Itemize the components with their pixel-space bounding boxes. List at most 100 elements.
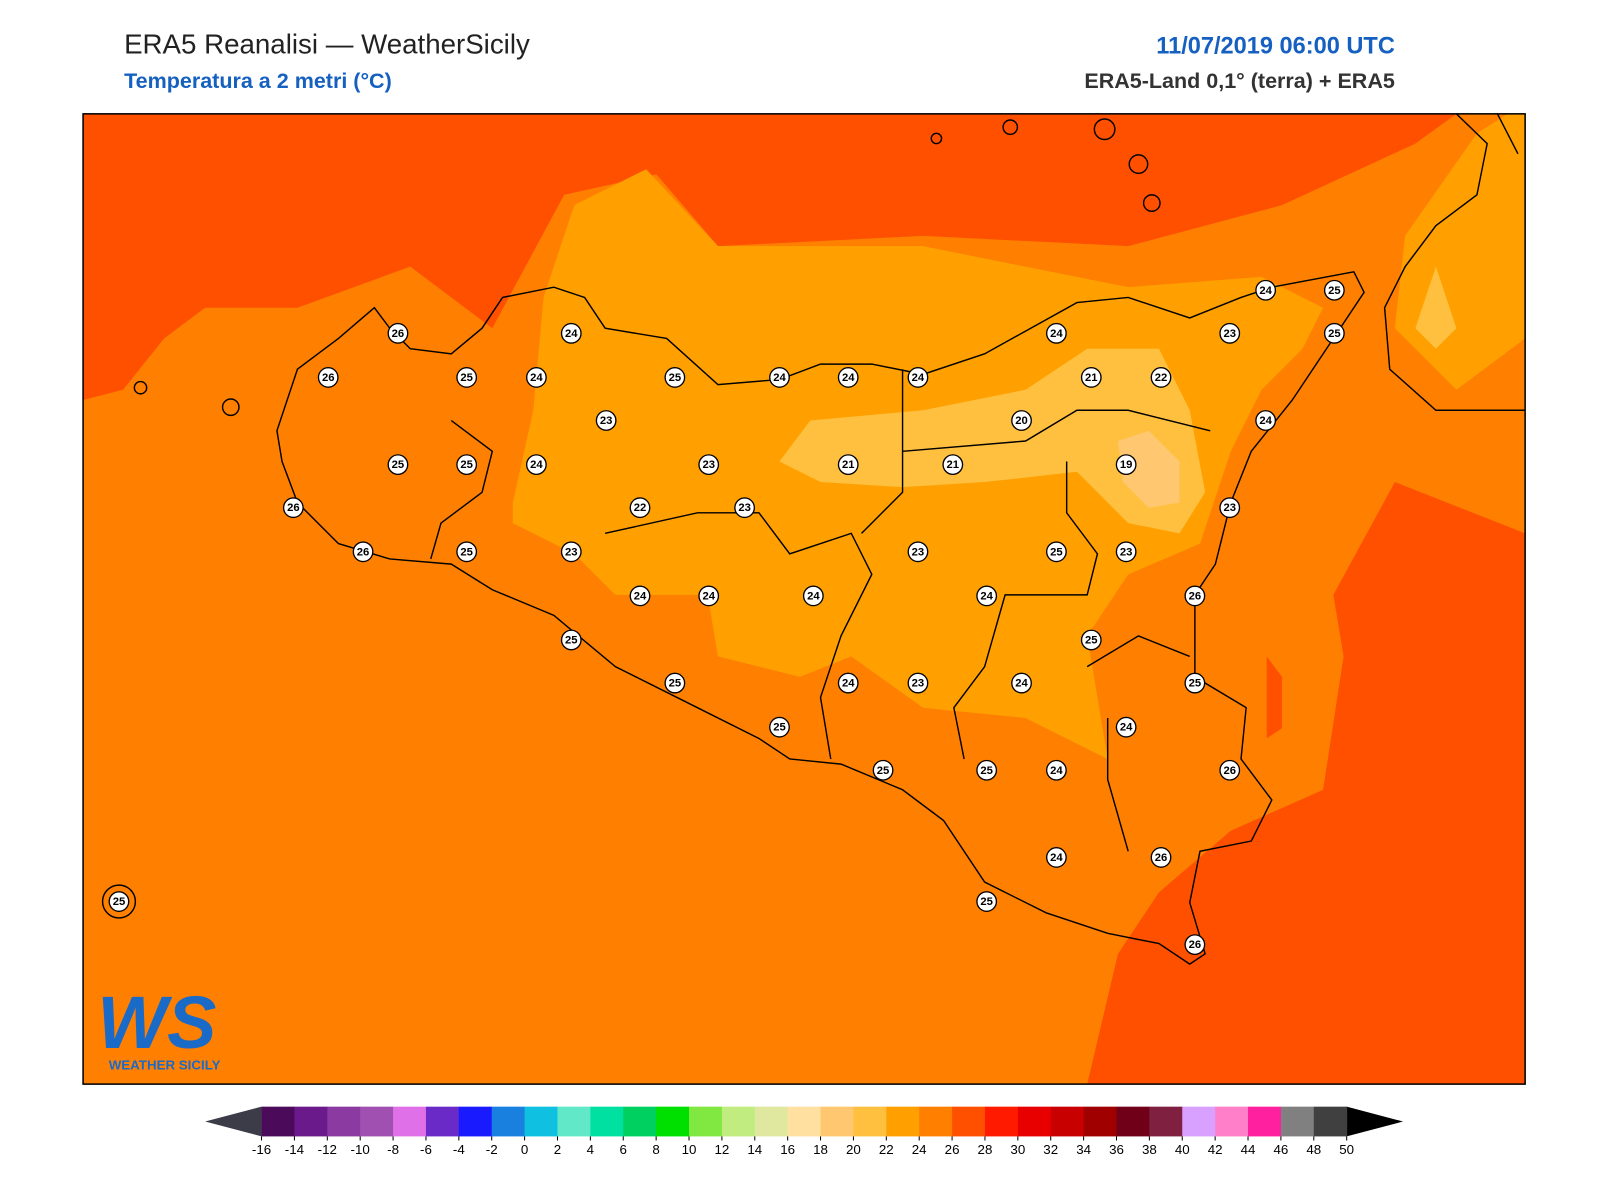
colorbar-bin — [425, 1106, 460, 1137]
station-marker — [976, 759, 998, 781]
station-value: 21 — [842, 459, 855, 471]
station-value: 22 — [1155, 372, 1168, 384]
station-marker — [1184, 585, 1206, 607]
station-layer: 26 24 24 23 25 24 25 26 25 24 25 24 24 24 21 22 23 20 24 25… — [108, 279, 1345, 956]
station-value: 23 — [702, 459, 715, 471]
contour-fill — [1087, 482, 1526, 1085]
station-value: 25 — [1085, 635, 1098, 647]
station-value: 23 — [912, 678, 925, 690]
station-marker — [907, 672, 929, 694]
station-marker — [698, 585, 720, 607]
station-value: 20 — [1015, 415, 1028, 427]
contour-fill — [779, 348, 1206, 534]
colorbar-tick-label: 22 — [879, 1142, 894, 1157]
station-value: 24 — [634, 590, 647, 602]
station-marker — [1150, 847, 1172, 868]
station-marker — [1184, 672, 1206, 694]
colorbar-bin — [886, 1106, 920, 1137]
station-marker — [907, 367, 929, 388]
station-marker — [698, 454, 720, 476]
station-marker — [1184, 934, 1206, 956]
colorbar-tick-label: 24 — [912, 1142, 927, 1157]
colorbar-bin — [393, 1106, 427, 1137]
colorbar-bin — [557, 1106, 591, 1137]
station-marker — [282, 497, 304, 519]
colorbar-bin — [656, 1106, 690, 1137]
station-marker — [837, 672, 859, 694]
station-marker — [872, 759, 894, 781]
colorbar-tick-label: 26 — [945, 1142, 960, 1157]
station-value: 23 — [738, 502, 751, 514]
station-value: 25 — [1328, 285, 1341, 297]
colorbar-bin — [1182, 1106, 1216, 1137]
colorbar-tick-label: -2 — [486, 1142, 498, 1157]
station-marker — [976, 891, 998, 912]
colorbar-bin — [261, 1106, 295, 1137]
station-marker — [734, 497, 756, 519]
station-marker — [108, 891, 130, 912]
station-marker — [1080, 629, 1102, 651]
station-value: 24 — [1015, 678, 1028, 690]
station-marker — [1255, 410, 1277, 431]
colorbar-tick-label: 48 — [1306, 1142, 1321, 1157]
colorbar-tick-label: 36 — [1109, 1142, 1124, 1157]
station-marker — [1219, 497, 1241, 519]
station-marker — [560, 629, 582, 651]
station-value: 23 — [1223, 502, 1236, 514]
station-value: 24 — [1259, 415, 1272, 427]
colorbar-bin — [1083, 1106, 1118, 1137]
station-value: 23 — [565, 546, 578, 558]
colorbar-tick-label: -4 — [453, 1142, 465, 1157]
colorbar-tick-label: 30 — [1010, 1142, 1025, 1157]
colorbar: -16 -14 -12 -10 -8 -6 -4 -2 0 2 4 6 8 10 12 14 16 18 20 22 2… — [205, 1106, 1404, 1157]
station-value: 24 — [565, 328, 578, 340]
station-value: 24 — [1050, 328, 1063, 340]
station-value: 23 — [1120, 546, 1133, 558]
station-marker — [456, 541, 478, 563]
colorbar-bin — [491, 1106, 526, 1137]
station-marker — [907, 541, 929, 563]
station-marker — [1011, 672, 1032, 694]
colorbar-bin — [919, 1106, 953, 1137]
colorbar-tick-label: 20 — [846, 1142, 861, 1157]
colorbar-under — [205, 1106, 262, 1137]
station-value: 26 — [1189, 590, 1202, 602]
colorbar-bin — [360, 1106, 394, 1137]
station-value: 25 — [1050, 546, 1063, 558]
station-value: 25 — [392, 459, 405, 471]
station-value: 21 — [1085, 372, 1098, 384]
colorbar-bin — [689, 1106, 723, 1137]
station-value: 24 — [1050, 852, 1063, 864]
station-value: 25 — [669, 678, 682, 690]
station-marker — [387, 454, 409, 476]
station-value: 25 — [113, 896, 126, 908]
colorbar-over — [1346, 1106, 1404, 1137]
logo-text: WEATHER SICILY — [109, 1058, 221, 1073]
colorbar-bin — [721, 1106, 756, 1137]
map-frame — [82, 113, 1526, 1085]
colorbar-bin — [952, 1106, 986, 1137]
station-marker — [560, 541, 582, 563]
colorbar-tick-label: 2 — [554, 1142, 561, 1157]
colorbar-bin — [1116, 1106, 1150, 1137]
contour-fill — [1415, 266, 1457, 349]
station-value: 24 — [842, 372, 855, 384]
station-value: 25 — [877, 765, 890, 777]
station-marker — [352, 541, 374, 563]
station-value: 26 — [392, 328, 405, 340]
station-marker — [526, 454, 547, 476]
colorbar-bin — [590, 1106, 624, 1137]
station-marker — [1219, 759, 1241, 781]
station-marker — [837, 454, 859, 476]
colorbar-tick-label: 16 — [780, 1142, 795, 1157]
colorbar-bin — [984, 1106, 1019, 1137]
station-marker — [1046, 322, 1067, 344]
station-value: 25 — [773, 722, 786, 734]
colorbar-bin — [820, 1106, 854, 1137]
station-value: 24 — [773, 372, 786, 384]
colorbar-tick-label: 12 — [714, 1142, 729, 1157]
station-value: 26 — [1189, 939, 1202, 951]
station-marker — [802, 585, 824, 607]
station-value: 23 — [1223, 328, 1236, 340]
